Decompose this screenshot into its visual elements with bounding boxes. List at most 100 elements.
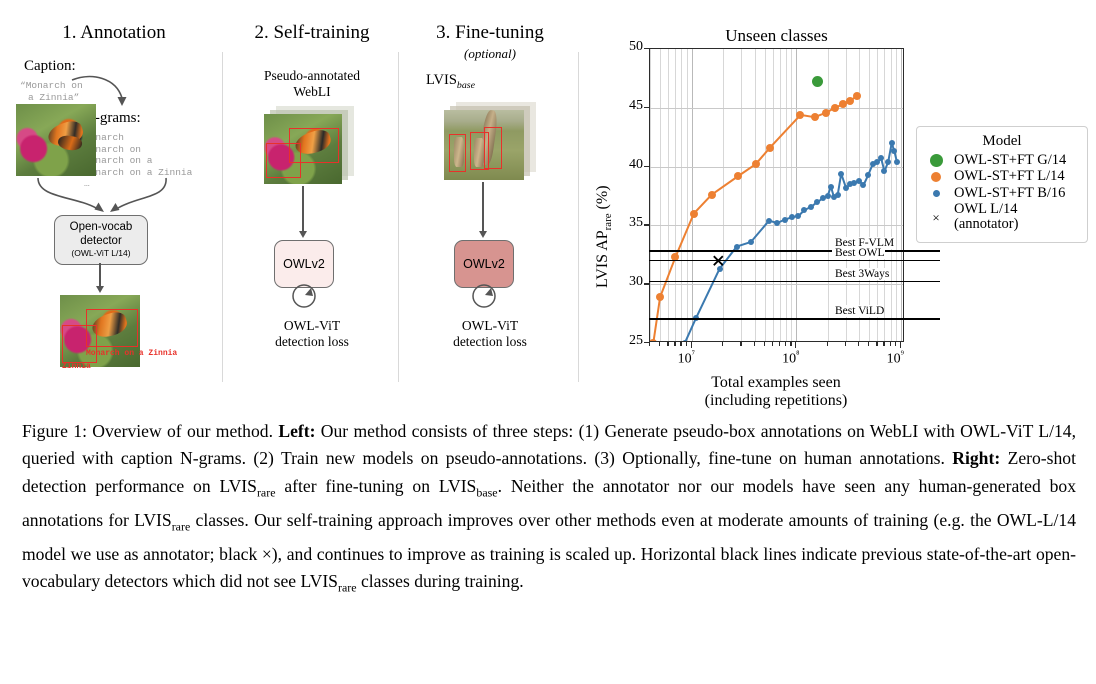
panel-fine-tuning-subtitle: (optional) [464,46,516,61]
data-point [810,113,819,122]
panel-annotation: 1. Annotation Caption: “Monarch on a Zin… [8,22,220,382]
data-point [869,161,876,168]
data-point [851,180,858,187]
grid-line-horizontal [650,107,903,109]
x-axis-tick-mark-minor [876,342,878,346]
arrow-data-to-model-head [298,231,307,238]
legend-item[interactable]: OWL-ST+FT B/16 [925,185,1079,201]
owlv2-box-self-training: OWLv2 [274,240,334,288]
x-axis-tick-mark-major [899,342,901,348]
grid-line-vertical-minor [786,49,787,341]
x-axis-tick-label: 10⁷ [677,350,695,367]
lvis-base-label-main: LVIS [426,72,457,88]
data-point [830,103,839,112]
grid-line-vertical-minor [890,49,892,341]
ngram-item: Monarch on a [84,155,153,166]
data-point [834,191,841,198]
legend-item[interactable]: OWL-ST+FT L/14 [925,168,1079,184]
data-point [734,172,743,180]
y-axis-tick-mark [644,224,649,226]
caption-text: . Neither the annotator nor our models h… [22,475,1076,530]
x-axis-tick-mark-minor [722,342,724,346]
grid-line-vertical-minor [650,49,651,341]
x-axis-tick-mark-minor [889,342,891,346]
data-point [808,203,815,210]
data-point [789,214,796,221]
grid-line-vertical-minor [779,49,781,341]
detector-title-line-1: Open-vocab [69,221,133,234]
lvis-base-label-sub: base [456,79,475,91]
legend-dot-icon [925,154,947,168]
grid-line-vertical-minor [772,49,774,341]
data-point [847,181,854,188]
x-axis-tick-mark-minor [845,342,847,346]
legend-item[interactable]: × OWL L/14 (annotator) [925,201,1079,233]
data-point [860,182,867,189]
arrow-caption-to-ngrams [71,75,127,106]
y-axis-tick-mark [644,342,649,344]
detection-box-large [86,309,138,347]
data-point [852,92,861,101]
chart-title: Unseen classes [725,26,828,45]
open-vocab-detector-box: Open-vocab detector (OWL-ViT L/14) [54,215,148,265]
data-point [748,238,754,245]
grid-line-vertical-major [691,49,693,341]
caption-text-line-1: “Monarch on [20,80,83,91]
x-axis-tick-label: 10⁸ [782,350,800,367]
x-axis-tick-mark-minor [674,342,676,346]
panel-fine-tuning-title: 3. Fine-tuning [436,22,544,43]
detection-loss-line-1: OWL-ViT [283,318,341,333]
x-axis-tick-mark-minor [771,342,774,346]
reference-line-label: Best OWL [832,246,885,259]
y-axis-tick-mark [644,283,649,285]
arrow-detector-to-output-head [95,286,104,293]
x-axis-tick-mark-minor [667,342,669,346]
data-point [765,143,774,152]
data-point [878,155,885,162]
detection-loss-line-1: OWL-ViT [461,318,519,333]
owlv2-label: OWLv2 [283,256,325,271]
owlv2-box-fine-tuning: OWLv2 [454,240,514,288]
detection-box-large [288,128,339,163]
lvis-base-label: LVISbase [426,72,475,91]
y-axis-tick-label: 45 [629,97,643,113]
arrow-data-to-model-line [302,186,304,232]
data-point [671,253,680,262]
data-point [689,209,698,218]
ngram-item: Monarch on [84,143,142,155]
reference-line [649,318,940,320]
caption-subscript: rare [171,519,191,534]
lvis-photo-stack-front [444,110,524,180]
panel-annotation-title: 1. Annotation [62,22,166,43]
panel-divider-1 [222,52,223,382]
owlv2-label: OWLv2 [463,256,505,271]
grid-line-vertical-minor [660,49,662,341]
chart-y-axis-label: LVIS APrare (%) [594,185,614,288]
legend-item[interactable]: OWL-ST+FT G/14 [925,152,1079,168]
data-point [891,148,898,155]
self-loop-arrow [472,284,496,308]
grid-line-vertical-minor [877,49,879,341]
x-axis-tick-mark-minor [790,342,792,346]
panel-fine-tuning: 3. Fine-tuning (optional) LVISbase OWLv2 [404,22,576,382]
x-axis-tick-mark-minor [894,342,897,346]
grid-line-vertical-major [796,49,798,341]
caption-text: Figure 1: Overview of our method. [22,421,279,441]
data-point [692,315,699,322]
data-point [765,217,772,224]
grid-line-vertical-minor [754,49,756,341]
webli-photo-stack-front [264,114,342,184]
data-point [716,265,723,272]
ngrams-list: Monarch Monarch on Monarch on a Monarch … [84,132,192,190]
grid-line-horizontal [650,284,903,286]
legend-dot-icon [925,189,947,197]
data-point [865,171,872,178]
y-axis-tick-mark [644,48,649,50]
data-point [885,158,892,165]
data-point [681,340,688,341]
caption-subscript: rare [337,580,357,595]
legend-x-marker-icon: × [932,209,940,225]
pseudo-annotated-label: Pseudo-annotated WebLI [228,68,396,100]
data-point [838,170,845,177]
